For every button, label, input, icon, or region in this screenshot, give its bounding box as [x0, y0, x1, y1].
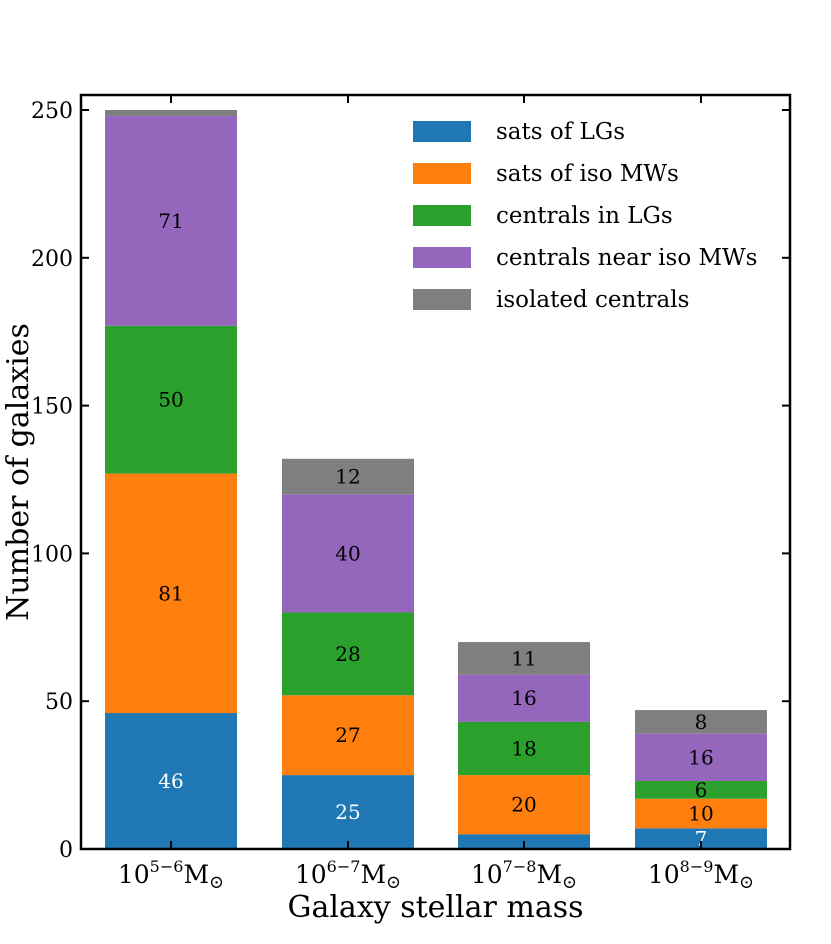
bar-segment: [458, 775, 590, 835]
bar-segment: [282, 695, 414, 776]
x-tick-unit: M: [360, 860, 386, 889]
bar-value-label: 12: [335, 465, 360, 489]
x-tick-exponent: 5−6: [150, 857, 184, 876]
x-tick-label: 106−7M⊙: [295, 857, 401, 893]
legend-label: sats of LGs: [496, 119, 625, 145]
bar-value-label: 40: [335, 541, 360, 565]
bar-value-label: 28: [335, 642, 360, 666]
x-tick-exponent: 7−8: [503, 857, 537, 876]
bar-value-label: 81: [158, 581, 183, 605]
sun-symbol: ⊙: [562, 872, 577, 893]
bar-segment: [458, 642, 590, 675]
bar-segment: [635, 710, 767, 734]
y-tick-label: 250: [31, 99, 73, 124]
x-tick-base: 10: [295, 860, 327, 889]
bar-value-label: 46: [158, 769, 183, 793]
bar-segment: [635, 733, 767, 782]
bar-value-label: 16: [511, 686, 536, 710]
x-tick-unit: M: [536, 860, 562, 889]
bar-segment: [635, 781, 767, 799]
sun-symbol: ⊙: [739, 872, 754, 893]
y-tick-label: 150: [31, 395, 73, 420]
bar-value-label: 11: [511, 646, 536, 670]
legend-swatch: [413, 121, 471, 142]
bar-segment: [105, 115, 237, 326]
bar-segment: [635, 828, 767, 849]
y-tick-label: 0: [59, 838, 73, 863]
x-axis-label: Galaxy stellar mass: [287, 890, 583, 925]
bar-segment: [282, 458, 414, 495]
legend-swatch: [413, 163, 471, 184]
legend-swatch: [413, 247, 471, 268]
legend-label: sats of iso MWs: [496, 161, 679, 187]
y-tick-label: 50: [45, 690, 73, 715]
bar-segment: [458, 674, 590, 722]
bar-value-label: 71: [158, 209, 183, 233]
bar-segment: [105, 473, 237, 714]
bar-value-label: 10: [688, 802, 713, 826]
y-axis-ticks: 0 50 100 150 200 250: [31, 99, 790, 863]
bar-segment: [105, 110, 237, 116]
x-tick-base: 10: [648, 860, 680, 889]
bar-value-label: 27: [335, 723, 360, 747]
bar-value-label: 20: [511, 793, 536, 817]
legend: sats of LGs sats of iso MWs centrals in LG…: [413, 119, 757, 313]
y-axis-label: Number of galaxies: [1, 323, 36, 621]
bar-segment: [635, 798, 767, 829]
bar-value-label: 6: [695, 778, 708, 802]
x-tick-exponent: 6−7: [327, 857, 361, 876]
bar-segment: [458, 721, 590, 776]
legend-label: centrals in LGs: [496, 203, 673, 229]
bar-value-label: 8: [695, 710, 708, 734]
bar-value-label: 18: [511, 736, 536, 760]
x-axis-ticks: 105−6M⊙ 106−7M⊙ 107−8M⊙ 108−9M⊙: [118, 95, 754, 893]
sun-symbol: ⊙: [209, 872, 224, 893]
bar-value-label: 7: [695, 827, 708, 851]
legend-label: centrals near iso MWs: [496, 245, 757, 271]
legend-swatch: [413, 289, 471, 310]
x-tick-base: 10: [471, 860, 503, 889]
x-tick-exponent: 8−9: [680, 857, 714, 876]
bar-segment: [282, 775, 414, 849]
bar-segment: [282, 612, 414, 696]
y-tick-label: 100: [31, 542, 73, 567]
x-tick-label: 108−9M⊙: [648, 857, 754, 893]
bar-value-label: 16: [688, 745, 713, 769]
legend-label: isolated centrals: [496, 287, 689, 313]
y-tick-label: 200: [31, 247, 73, 272]
x-tick-label: 107−8M⊙: [471, 857, 577, 893]
bar-segment: [282, 494, 414, 613]
x-tick-base: 10: [118, 860, 150, 889]
bar-segment: [105, 713, 237, 849]
bar-value-label: 50: [158, 388, 183, 412]
legend-swatch: [413, 205, 471, 226]
plot-frame: [79, 93, 792, 851]
sun-symbol: ⊙: [386, 872, 401, 893]
bar-segment: [105, 325, 237, 474]
x-tick-label: 105−6M⊙: [118, 857, 224, 893]
x-tick-unit: M: [183, 860, 209, 889]
bar-value-label: 25: [335, 800, 360, 824]
x-tick-unit: M: [713, 860, 739, 889]
bars-layer: [105, 110, 767, 849]
